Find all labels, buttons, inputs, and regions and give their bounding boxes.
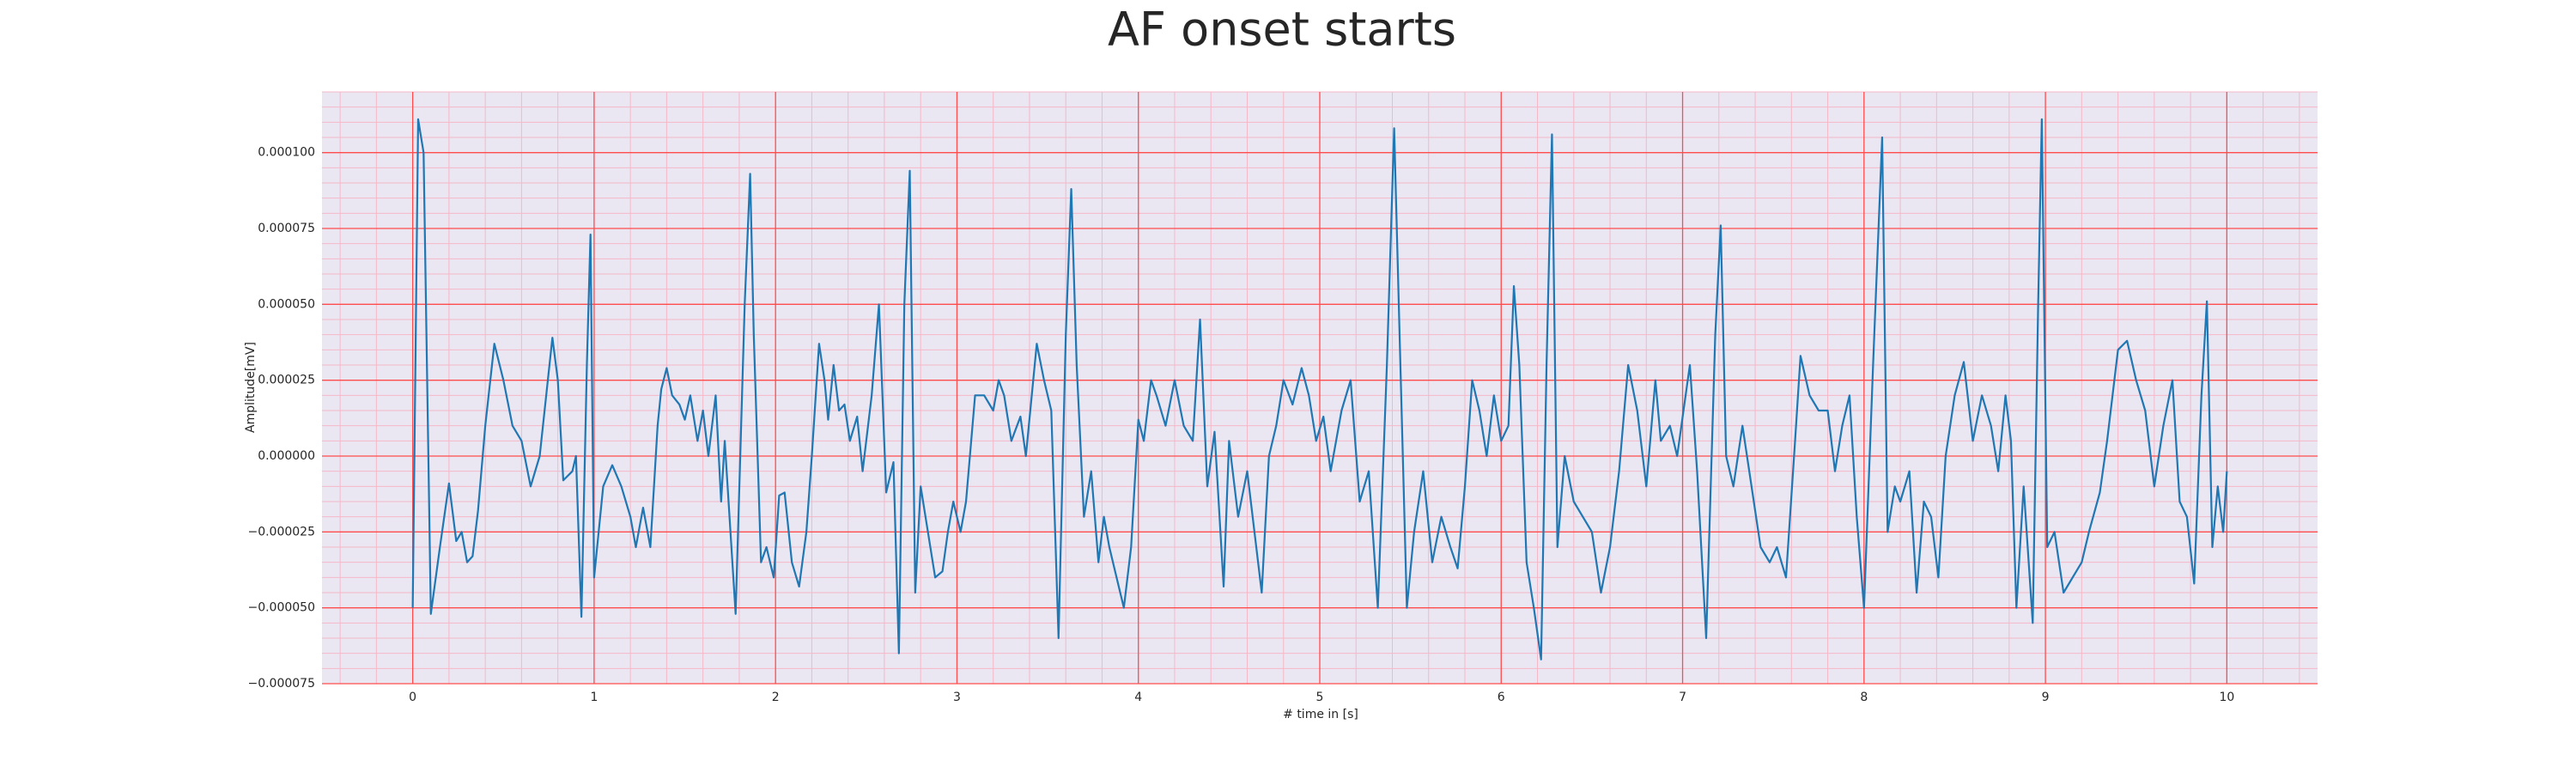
y-tick-label: −0.000075 [247,677,315,691]
x-tick-label: 5 [1316,691,1324,704]
data-line [411,118,2228,660]
x-tick-label: 2 [772,691,780,704]
y-tick-label: 0.000100 [258,146,315,160]
x-tick-label: 3 [953,691,961,704]
y-tick-label: 0.000025 [258,374,315,387]
x-tick-label: 4 [1134,691,1142,704]
x-tick-label: 7 [1679,691,1686,704]
y-tick-label: −0.000025 [247,525,315,539]
x-tick-label: 0 [409,691,416,704]
x-tick-label: 10 [2219,691,2234,704]
x-axis-label: # time in [s] [1283,708,1358,721]
y-tick-label: 0.000050 [258,297,315,311]
x-tick-label: 1 [590,691,598,704]
x-tick-label: 9 [2042,691,2050,704]
y-tick-label: 0.000000 [258,449,315,463]
y-tick-label: 0.000075 [258,222,315,235]
y-tick-label: −0.000050 [247,601,315,615]
x-tick-label: 8 [1860,691,1868,704]
x-tick-label: 6 [1498,691,1505,704]
chart-title: AF onset starts [1108,3,1456,57]
y-axis-label: Amplitude[mV] [244,342,258,433]
